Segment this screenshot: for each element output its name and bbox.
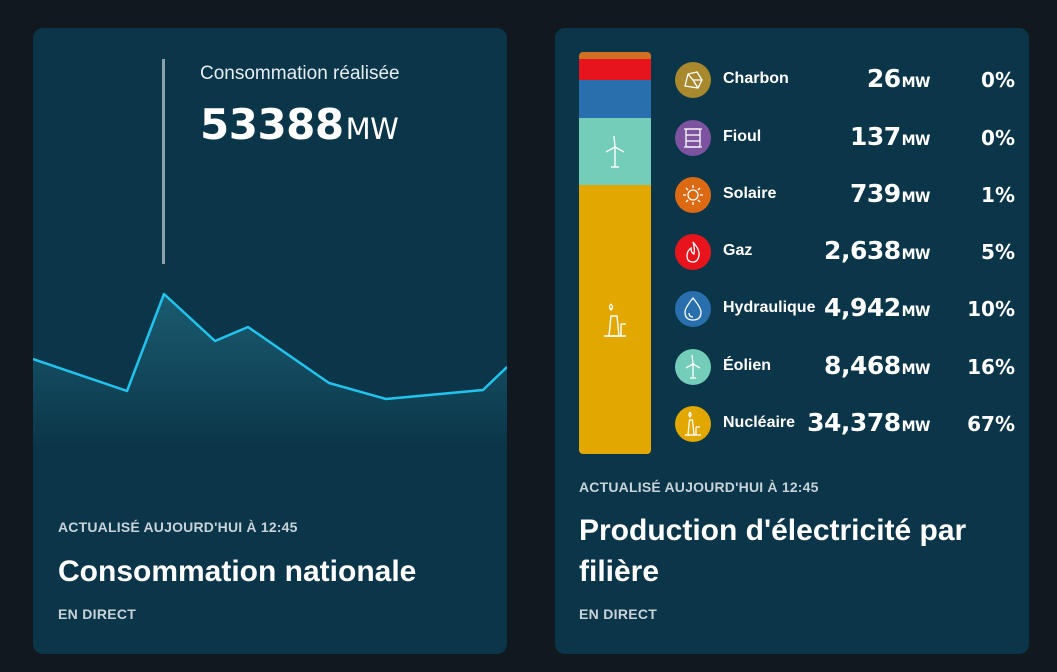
production-live-badge: EN DIRECT	[579, 606, 658, 622]
source-row-nucleaire[interactable]: Nucléaire 34,378MW 67%	[675, 404, 1015, 444]
production-title-line2: filière	[579, 555, 660, 588]
source-row-hydraulique[interactable]: Hydraulique 4,942MW 10%	[675, 289, 1015, 329]
consumption-sparkline	[33, 292, 507, 498]
source-value: 739MW	[849, 179, 931, 208]
consumption-label: Consommation réalisée	[200, 63, 400, 84]
source-percent: 10%	[967, 297, 1015, 321]
stack-segment-charbon-fioul-solaire	[579, 52, 651, 59]
nuclear-plant-icon	[675, 406, 711, 442]
consumption-card[interactable]: Consommation réalisée 53388MW ACTUALISÉ …	[33, 28, 507, 654]
source-percent: 0%	[981, 126, 1015, 150]
source-label: Solaire	[723, 185, 777, 202]
wind-turbine-icon	[605, 135, 625, 168]
current-time-marker	[162, 59, 165, 264]
source-label: Fioul	[723, 128, 762, 145]
water-drop-icon	[675, 291, 711, 327]
sparkline-line	[33, 292, 507, 401]
source-percent: 67%	[967, 412, 1015, 436]
source-percent: 0%	[981, 68, 1015, 92]
consumption-title: Consommation nationale	[58, 555, 417, 588]
source-percent: 16%	[967, 355, 1015, 379]
source-label: Gaz	[723, 242, 753, 259]
wind-turbine-icon	[675, 349, 711, 385]
consumption-value: 53388MW	[200, 100, 399, 149]
source-row-charbon[interactable]: Charbon 26MW 0%	[675, 60, 1015, 100]
source-label: Nucléaire	[723, 414, 796, 431]
source-row-gaz[interactable]: Gaz 2,638MW 5%	[675, 232, 1015, 272]
oil-barrel-icon	[675, 120, 711, 156]
source-value: 137MW	[849, 122, 931, 151]
source-row-fioul[interactable]: Fioul 137MW 0%	[675, 118, 1015, 158]
source-value: 8,468MW	[824, 351, 930, 380]
production-stacked-bar	[579, 52, 651, 454]
consumption-unit: MW	[345, 112, 399, 146]
stack-segment-nucleaire	[579, 185, 651, 454]
source-row-eolien[interactable]: Éolien 8,468MW 16%	[675, 347, 1015, 387]
source-value: 34,378MW	[807, 408, 930, 437]
source-value: 4,942MW	[824, 293, 930, 322]
nuclear-plant-icon	[604, 303, 626, 337]
source-percent: 5%	[981, 240, 1015, 264]
stack-segment-eolien	[579, 118, 651, 185]
production-card[interactable]: Charbon 26MW 0% Fioul 137MW 0% Solaire 7…	[555, 28, 1029, 654]
source-value: 26MW	[866, 64, 931, 93]
stack-segment-gaz	[579, 59, 651, 80]
stack-segment-hydraulique	[579, 80, 651, 118]
consumption-live-badge: EN DIRECT	[58, 606, 137, 622]
flame-icon	[675, 234, 711, 270]
source-label: Éolien	[723, 357, 772, 374]
production-updated: ACTUALISÉ AUJOURD'HUI À 12:45	[579, 479, 819, 495]
sun-icon	[675, 177, 711, 213]
source-label: Hydraulique	[723, 299, 816, 316]
source-percent: 1%	[981, 183, 1015, 207]
sparkline-area	[33, 294, 507, 498]
source-label: Charbon	[723, 70, 789, 87]
consumption-updated: ACTUALISÉ AUJOURD'HUI À 12:45	[58, 519, 298, 535]
source-row-solaire[interactable]: Solaire 739MW 1%	[675, 175, 1015, 215]
production-title-line1: Production d'électricité par	[579, 514, 967, 547]
coal-icon	[675, 62, 711, 98]
source-value: 2,638MW	[824, 236, 930, 265]
